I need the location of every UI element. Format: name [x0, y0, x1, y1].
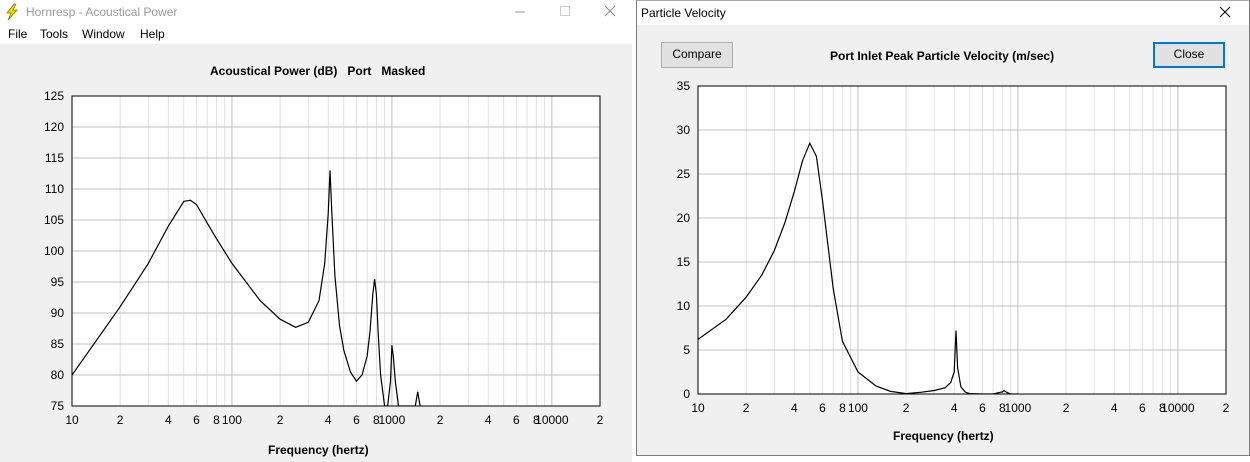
x-tick-label: 2 — [117, 413, 124, 427]
hornresp-lightning-icon — [6, 3, 18, 21]
series-line — [698, 141, 1018, 394]
acoustical-power-window: Hornresp - Acoustical Power File Tools W… — [0, 0, 632, 462]
series-line — [72, 170, 421, 406]
y-tick-label: 25 — [677, 167, 691, 181]
y-tick-label: 20 — [677, 211, 691, 225]
x-tick-label: 2 — [903, 401, 910, 415]
close-icon — [604, 5, 616, 17]
menu-window[interactable]: Window — [82, 27, 125, 41]
x-tick-label: 4 — [325, 413, 332, 427]
x-tick-label: 2 — [743, 401, 750, 415]
x-tick-label: 4 — [165, 413, 172, 427]
x-tick-label: 10000 — [1161, 401, 1195, 415]
close-icon — [1219, 6, 1231, 18]
y-tick-label: 5 — [683, 343, 690, 357]
x-tick-label: 4 — [791, 401, 798, 415]
x-tick-label: 2 — [1223, 401, 1230, 415]
y-tick-label: 85 — [51, 337, 65, 351]
menu-bar: File Tools Window Help — [0, 24, 632, 44]
x-tick-label: 8 — [373, 413, 380, 427]
y-tick-label: 30 — [677, 123, 691, 137]
title-bar[interactable]: Hornresp - Acoustical Power — [0, 0, 632, 24]
y-tick-label: 120 — [44, 120, 64, 134]
y-tick-label: 35 — [677, 79, 691, 93]
close-button[interactable]: Close — [1153, 42, 1225, 68]
compare-button[interactable]: Compare — [661, 42, 733, 68]
x-tick-label: 4 — [485, 413, 492, 427]
x-tick-label: 2 — [277, 413, 284, 427]
maximize-icon — [560, 6, 570, 16]
y-tick-label: 105 — [44, 213, 64, 227]
maximize-button[interactable] — [543, 0, 589, 24]
minimize-icon — [515, 11, 525, 13]
menu-file[interactable]: File — [8, 27, 28, 41]
x-tick-label: 4 — [951, 401, 958, 415]
y-tick-label: 80 — [51, 368, 65, 382]
x-tick-label: 6 — [193, 413, 200, 427]
plot-frame — [71, 95, 601, 407]
x-tick-label: 2 — [437, 413, 444, 427]
plot-frame — [697, 85, 1227, 395]
x-axis-label: Frequency (hertz) — [268, 443, 369, 457]
x-tick-label: 8 — [1159, 401, 1166, 415]
y-tick-label: 15 — [677, 255, 691, 269]
x-tick-label: 10 — [65, 413, 79, 427]
y-tick-label: 125 — [44, 89, 64, 103]
y-tick-label: 10 — [677, 299, 691, 313]
y-tick-label: 75 — [51, 399, 65, 413]
x-tick-label: 8 — [213, 413, 220, 427]
x-tick-label: 6 — [353, 413, 360, 427]
window-title: Hornresp - Acoustical Power — [26, 5, 178, 19]
chart-title: Port Inlet Peak Particle Velocity (m/sec… — [830, 49, 1055, 63]
x-tick-label: 1000 — [379, 413, 406, 427]
x-tick-label: 2 — [597, 413, 604, 427]
chart-title: Acoustical Power (dB) Port Masked — [210, 64, 426, 78]
particle-velocity-window: Particle Velocity Compare Port Inlet Pea… — [636, 0, 1250, 456]
menu-tools[interactable]: Tools — [40, 27, 69, 41]
x-tick-label: 100 — [848, 401, 868, 415]
x-tick-label: 10000 — [535, 413, 569, 427]
x-tick-label: 10 — [691, 401, 705, 415]
window-title: Particle Velocity — [641, 6, 726, 20]
x-tick-label: 8 — [533, 413, 540, 427]
x-tick-label: 4 — [1111, 401, 1118, 415]
minimize-button[interactable] — [498, 0, 544, 24]
x-tick-label: 6 — [979, 401, 986, 415]
x-tick-label: 6 — [513, 413, 520, 427]
y-tick-label: 100 — [44, 244, 64, 258]
close-window-button[interactable] — [1203, 1, 1249, 25]
y-tick-label: 90 — [51, 306, 65, 320]
y-tick-label: 115 — [45, 151, 64, 165]
x-tick-label: 8 — [839, 401, 846, 415]
plot-area — [698, 86, 1226, 394]
x-tick-label: 1000 — [1005, 401, 1032, 415]
title-bar[interactable]: Particle Velocity — [637, 1, 1249, 25]
x-tick-label: 100 — [222, 413, 242, 427]
y-tick-label: 110 — [45, 182, 64, 196]
close-window-button[interactable] — [588, 0, 634, 24]
x-tick-label: 8 — [999, 401, 1006, 415]
x-axis-label: Frequency (hertz) — [893, 429, 994, 443]
y-tick-label: 95 — [51, 275, 65, 289]
y-tick-label: 0 — [683, 387, 690, 401]
x-tick-label: 6 — [819, 401, 826, 415]
menu-help[interactable]: Help — [140, 27, 165, 41]
x-tick-label: 2 — [1063, 401, 1070, 415]
x-tick-label: 6 — [1139, 401, 1146, 415]
